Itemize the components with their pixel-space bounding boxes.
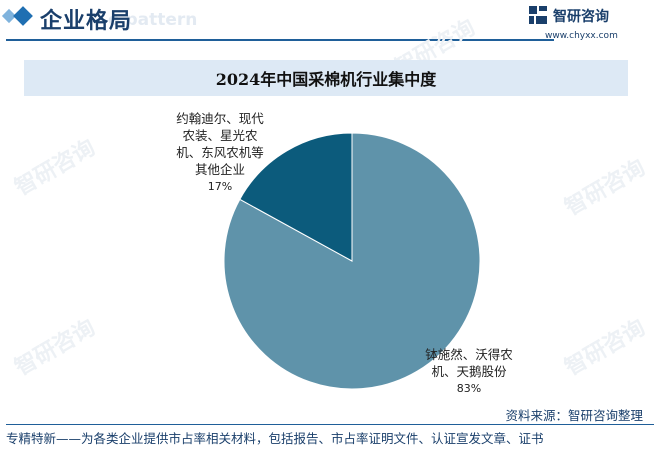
footer-divider <box>6 424 654 425</box>
header-divider <box>6 39 554 41</box>
chart-title: 2024年中国采棉机行业集中度 <box>215 70 437 89</box>
slice-label-line: 约翰迪尔、现代 <box>176 111 264 126</box>
footer-tagline: 专精特新——为各类企业提供市占率相关材料，包括报告、市占率证明文件、认证宣发文章… <box>6 431 544 446</box>
slice-label-line: 其他企业 <box>194 162 245 177</box>
brand-url: www.chyxx.com <box>545 31 618 41</box>
source-note: 资料来源：智研咨询整理 <box>505 408 643 423</box>
slice-label-line: 钵施然、沃得农 <box>425 347 513 362</box>
brand-name: 智研咨询 <box>553 9 609 25</box>
slice-label-line: 农装、星光农 <box>182 128 258 143</box>
brand: 智研咨询 www.chyxx.com <box>529 4 639 44</box>
header-watermark-text: e pattern <box>108 10 198 30</box>
slice-value-label: 83% <box>456 382 482 395</box>
brand-logo-icon <box>529 6 547 24</box>
page-title: 企业格局 <box>40 9 133 34</box>
slice-label-major: 钵施然、沃得农 机、天鹅股份 83% <box>400 346 538 397</box>
slice-label-line: 机、东风农机等 <box>176 145 264 160</box>
chart-title-bar: 2024年中国采棉机行业集中度 <box>24 60 628 96</box>
slice-label-minor: 约翰迪尔、现代 农装、星光农 机、东风农机等 其他企业 17% <box>158 110 282 195</box>
header: e pattern 企业格局 智研咨询 www.chyxx.com <box>0 0 659 44</box>
slice-label-line: 机、天鹅股份 <box>431 364 507 379</box>
slice-value-label: 17% <box>207 180 233 193</box>
pie-slice-1 <box>239 132 353 262</box>
